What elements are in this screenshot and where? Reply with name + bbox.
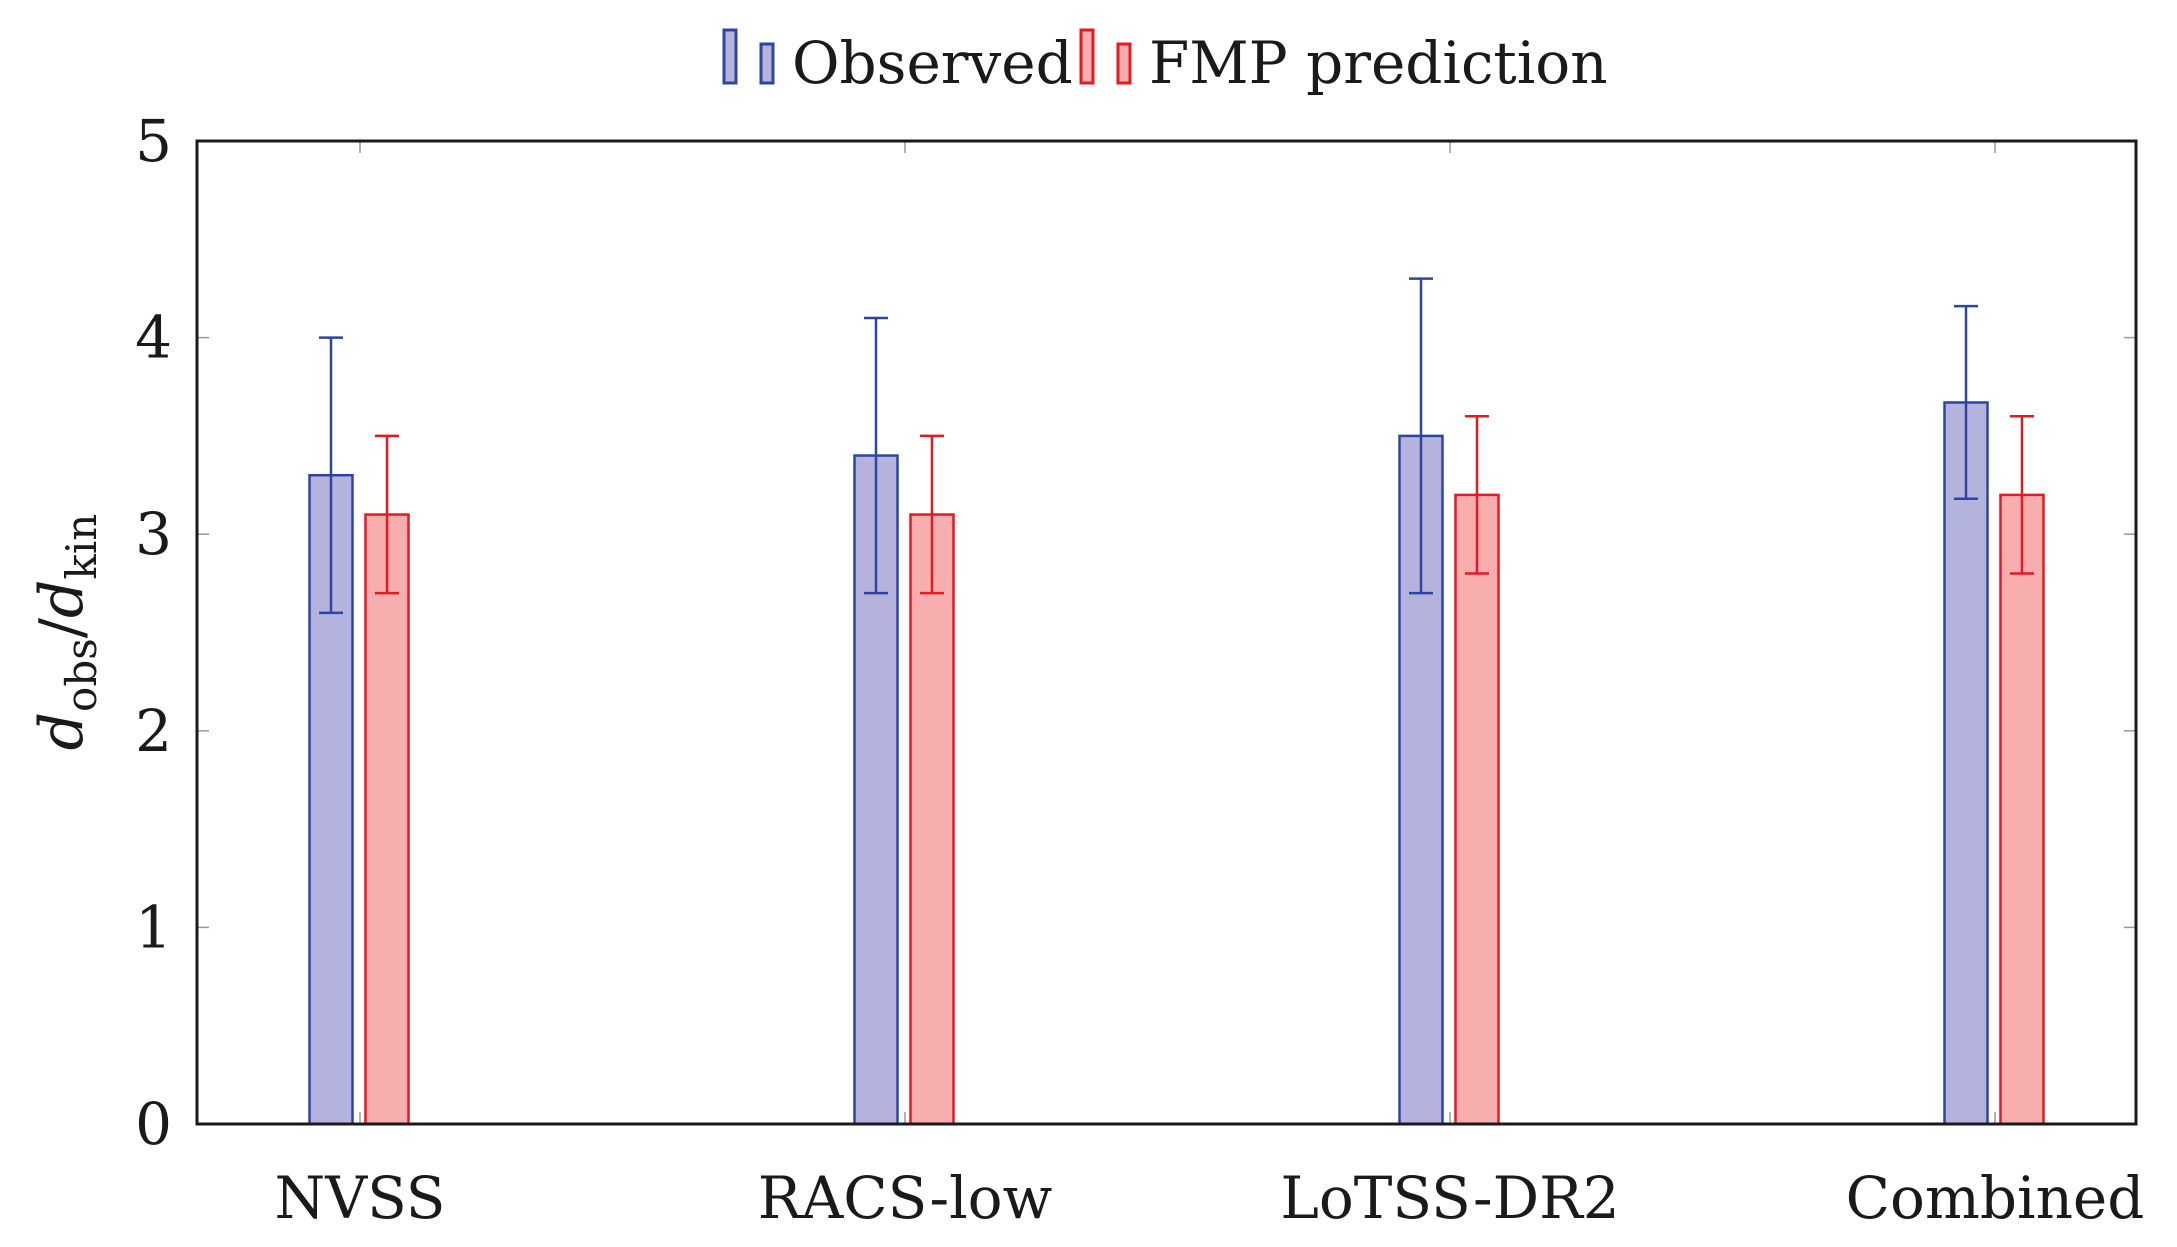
y-tick-labels: 0 1 2 3 4 5 — [135, 107, 172, 1158]
bar-fmp-prediction — [1454, 493, 1500, 1126]
bars — [308, 401, 2045, 1126]
error-bars — [319, 277, 2034, 615]
y-axis-label: dobs/dkin — [27, 514, 106, 751]
y-label-sep: / — [27, 617, 97, 638]
y-tick-label: 0 — [135, 1090, 172, 1158]
legend-label-observed: Observed — [792, 29, 1073, 97]
y-tick-label: 1 — [135, 893, 172, 961]
plot-area-frame — [195, 139, 2138, 1126]
legend: Observed FMP prediction — [722, 28, 1608, 97]
y-label-d2: d — [27, 580, 97, 618]
legend-swatch-fmp-1 — [1079, 28, 1095, 85]
legend-swatch-fmp-2 — [1116, 42, 1132, 85]
legend-swatch-observed-2 — [759, 42, 775, 85]
bar-fmp-prediction — [1999, 493, 2045, 1126]
x-tick-label: NVSS — [274, 1164, 445, 1232]
legend-swatch-observed-1 — [722, 28, 738, 85]
bar-fmp-prediction — [364, 513, 410, 1126]
bar-fmp-prediction — [909, 513, 955, 1126]
x-tick-label: LoTSS-DR2 — [1280, 1164, 1619, 1232]
x-tick-label: Combined — [1846, 1164, 2145, 1232]
y-label-sub1: obs — [57, 638, 106, 712]
y-tick-label: 5 — [135, 107, 172, 175]
y-tick-label: 2 — [135, 697, 172, 765]
x-tick-labels: NVSS RACS-low LoTSS-DR2 Combined — [274, 1164, 2144, 1232]
legend-label-fmp: FMP prediction — [1149, 29, 1608, 97]
y-tick-label: 4 — [135, 304, 172, 372]
y-label-d1: d — [27, 712, 97, 750]
axis-ticks — [197, 140, 2136, 1125]
y-tick-label: 3 — [135, 500, 172, 568]
x-tick-label: RACS-low — [758, 1164, 1053, 1232]
bar-observed — [1943, 401, 1989, 1126]
y-label-sub2: kin — [57, 514, 106, 580]
